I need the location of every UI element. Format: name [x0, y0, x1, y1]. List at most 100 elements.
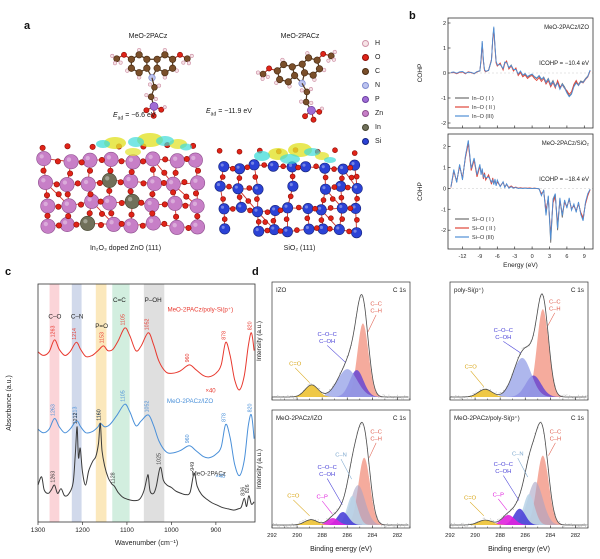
svg-text:960: 960 — [185, 434, 191, 443]
atom-legend-item: Si — [362, 138, 383, 145]
svg-text:9: 9 — [583, 254, 586, 260]
svg-text:Energy (eV): Energy (eV) — [503, 262, 538, 269]
svg-text:C=C: C=C — [113, 297, 126, 304]
panel-b-label: b — [409, 10, 416, 22]
svg-text:292: 292 — [267, 533, 277, 539]
svg-text:C–O–C: C–O–C — [494, 328, 513, 334]
panel-b-cohp-chart: 2 1 0 -1 -2 In–O ( I ) In–O ( II ) In–O (III) Me… — [417, 17, 594, 269]
svg-text:1213: 1213 — [73, 407, 79, 419]
panel-c-ftir-chart: 1263 1214 1153 1105 1052 960 878 820 MeO-2PACz/p… — [6, 283, 256, 547]
svg-text:C–OH: C–OH — [319, 472, 335, 478]
svg-text:820: 820 — [247, 404, 253, 413]
svg-text:C–O–C: C–O–C — [318, 332, 337, 338]
svg-text:Intensity (a.u.): Intensity (a.u.) — [256, 321, 263, 361]
svg-text:C–H: C–H — [370, 308, 382, 314]
atom-symbol: Zn — [375, 110, 384, 117]
svg-text:1105: 1105 — [121, 390, 127, 401]
svg-text:1263: 1263 — [51, 326, 57, 338]
svg-text:C–H: C–H — [550, 436, 562, 442]
svg-text:1052: 1052 — [144, 401, 150, 413]
svg-text:MeO-2PACz/poly-Si(p⁺): MeO-2PACz/poly-Si(p⁺) — [167, 306, 233, 313]
svg-text:C–N: C–N — [335, 453, 347, 459]
svg-text:1105: 1105 — [121, 314, 127, 325]
svg-text:2: 2 — [443, 145, 446, 151]
svg-text:-2: -2 — [441, 228, 446, 234]
ead-value-left: = −6.6 eV — [125, 112, 156, 119]
svg-text:C 1s: C 1s — [393, 287, 406, 294]
svg-text:C–P: C–P — [317, 495, 328, 501]
svg-text:2: 2 — [443, 21, 446, 27]
svg-text:-6: -6 — [495, 254, 500, 260]
svg-text:C 1s: C 1s — [571, 287, 584, 294]
svg-text:C–O–C: C–O–C — [318, 465, 337, 471]
svg-text:1000: 1000 — [164, 527, 179, 534]
svg-text:C–C: C–C — [370, 301, 382, 307]
panel-a-structures — [36, 47, 363, 239]
svg-text:836: 836 — [240, 487, 246, 496]
atom-legend-item: In — [362, 124, 383, 131]
molecule-title-left: MeO-2PACz — [128, 33, 168, 40]
atom-swatch — [362, 68, 369, 75]
svg-text:C–O: C–O — [48, 314, 61, 321]
svg-text:-9: -9 — [477, 254, 482, 260]
atom-symbol: In — [375, 124, 381, 131]
svg-text:IZO: IZO — [276, 287, 286, 294]
atom-symbol: N — [375, 82, 381, 89]
svg-text:C–C: C–C — [549, 299, 561, 305]
svg-text:×40: ×40 — [215, 474, 226, 480]
atom-swatch — [362, 138, 369, 145]
svg-text:C–C: C–C — [550, 429, 562, 435]
svg-text:-3: -3 — [512, 254, 517, 260]
svg-text:-1: -1 — [441, 207, 446, 213]
svg-text:820: 820 — [247, 321, 253, 330]
atom-symbol: O — [375, 54, 381, 61]
svg-text:-12: -12 — [459, 254, 467, 260]
svg-text:COHP: COHP — [417, 182, 424, 201]
svg-text:0: 0 — [531, 254, 534, 260]
svg-text:C–H: C–H — [370, 436, 382, 442]
svg-text:284: 284 — [368, 533, 378, 539]
atom-symbol: P — [375, 96, 380, 103]
svg-text:Si–O ( I ): Si–O ( I ) — [472, 217, 494, 223]
svg-text:826: 826 — [245, 484, 251, 493]
svg-text:MeO-2PACz/poly-Si(p⁺): MeO-2PACz/poly-Si(p⁺) — [454, 415, 520, 422]
atom-legend-item: P — [362, 96, 383, 103]
ead-subscript: ad — [117, 115, 124, 122]
svg-text:960: 960 — [185, 354, 191, 363]
adsorption-energy-left: Ead = −6.6 eV — [113, 112, 156, 121]
adsorption-energy-right: Ead = −11.9 eV — [206, 108, 252, 117]
svg-text:286: 286 — [520, 533, 530, 539]
atom-legend-item: N — [362, 82, 383, 89]
panel-a-label: a — [24, 20, 31, 32]
svg-text:Binding energy (eV): Binding energy (eV) — [310, 546, 372, 553]
svg-text:1263: 1263 — [51, 471, 57, 483]
panel-c-label: c — [5, 266, 12, 278]
svg-text:282: 282 — [393, 533, 403, 539]
svg-text:In–O ( I ): In–O ( I ) — [472, 96, 494, 102]
svg-text:0: 0 — [443, 71, 446, 77]
svg-text:C–H: C–H — [549, 306, 561, 312]
svg-text:C–C: C–C — [370, 429, 382, 435]
svg-text:MeO-2PACz: MeO-2PACz — [192, 471, 226, 478]
svg-text:Wavenumber (cm⁻¹): Wavenumber (cm⁻¹) — [115, 540, 178, 547]
svg-text:292: 292 — [445, 533, 455, 539]
atom-legend-item: C — [362, 68, 383, 75]
ead-symbol: E — [113, 112, 118, 119]
svg-text:Si–O (III): Si–O (III) — [472, 235, 494, 241]
svg-text:290: 290 — [470, 533, 480, 539]
svg-text:288: 288 — [317, 533, 327, 539]
svg-text:6: 6 — [565, 254, 568, 260]
svg-text:1263: 1263 — [51, 404, 57, 416]
svg-text:-1: -1 — [441, 96, 446, 102]
svg-text:1153: 1153 — [99, 332, 105, 343]
atom-swatch — [362, 110, 369, 117]
svg-text:In–O ( II ): In–O ( II ) — [472, 105, 495, 111]
atom-swatch — [362, 124, 369, 131]
svg-text:Intensity (a.u.): Intensity (a.u.) — [256, 449, 263, 489]
atom-legend: H O C N P Zn In Si — [362, 40, 383, 145]
svg-text:C–OH: C–OH — [495, 335, 511, 341]
svg-text:284: 284 — [546, 533, 556, 539]
atom-legend-item: H — [362, 40, 383, 47]
svg-text:C 1s: C 1s — [393, 415, 406, 422]
